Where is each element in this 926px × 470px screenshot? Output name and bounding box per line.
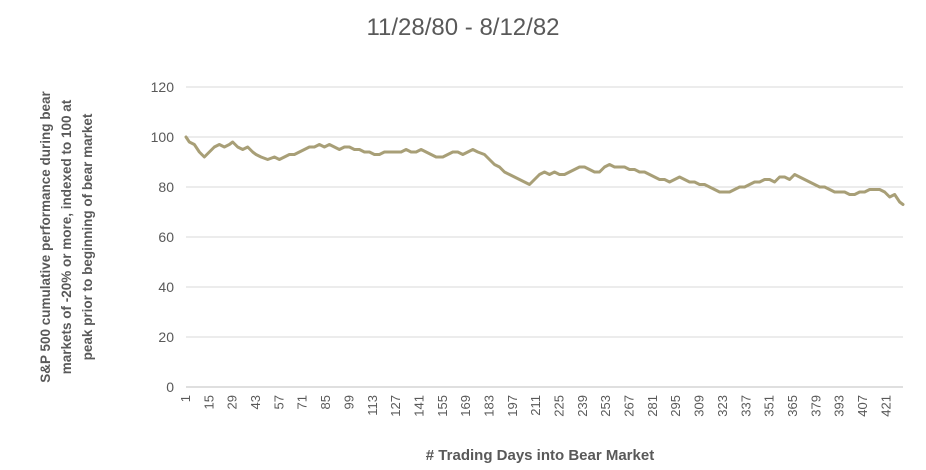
x-tick-label: 225: [552, 395, 567, 417]
x-tick-label: 309: [692, 395, 707, 417]
x-tick-label: 295: [668, 395, 683, 417]
x-tick-label: 337: [738, 395, 753, 417]
x-axis-label: # Trading Days into Bear Market: [426, 447, 654, 464]
series-line-0: [184, 135, 905, 206]
y-tick-label: 40: [158, 279, 174, 295]
x-tick-label: 127: [388, 395, 403, 417]
y-axis-ticks: 0 20 40 60 80 100 120: [151, 79, 175, 395]
x-tick-label: 323: [715, 395, 730, 417]
x-tick-label: 281: [645, 395, 660, 417]
x-tick-label: 113: [365, 395, 380, 416]
x-tick-label: 421: [878, 395, 893, 417]
x-tick-label: 253: [598, 395, 613, 417]
x-tick-label: 407: [855, 395, 870, 417]
chart-title: 11/28/80 - 8/12/82: [366, 14, 560, 41]
x-tick-label: 155: [435, 395, 450, 417]
y-axis-label: S&P 500 cumulative performance during be…: [38, 90, 95, 382]
x-tick-label: 15: [201, 395, 216, 409]
x-tick-label: 267: [622, 395, 637, 417]
x-tick-label: 379: [808, 395, 823, 417]
x-tick-label: 197: [505, 395, 520, 417]
y-axis-label-line: peak prior to beginning of bear market: [80, 113, 95, 360]
series-layer: [184, 135, 905, 206]
y-tick-label: 60: [158, 229, 174, 245]
x-tick-label: 57: [271, 395, 286, 409]
x-tick-label: 365: [785, 395, 800, 417]
x-tick-label: 43: [248, 395, 263, 409]
x-tick-label: 183: [481, 395, 496, 417]
y-tick-label: 120: [151, 79, 175, 95]
y-tick-label: 80: [158, 179, 174, 195]
x-tick-label: 71: [295, 395, 310, 409]
y-axis-label-line: markets of -20% or more, indexed to 100 …: [59, 99, 74, 374]
y-tick-label: 20: [158, 329, 174, 345]
x-tick-label: 169: [458, 395, 473, 417]
y-axis-label-line: S&P 500 cumulative performance during be…: [38, 90, 53, 382]
y-tick-label: 100: [151, 129, 175, 145]
gridlines: [186, 86, 903, 338]
x-tick-label: 211: [528, 395, 543, 416]
x-tick-label: 141: [411, 395, 426, 417]
x-tick-label: 351: [762, 395, 777, 417]
x-tick-label: 1: [178, 395, 193, 402]
y-tick-label: 0: [166, 379, 174, 395]
x-tick-label: 99: [341, 395, 356, 409]
x-tick-label: 29: [225, 395, 240, 409]
x-tick-label: 239: [575, 395, 590, 417]
x-tick-label: 85: [318, 395, 333, 409]
x-axis-ticks: 1 15 29 43 57 71 85 99 113 127 141 155 169 183 197 211 2…: [178, 395, 893, 417]
x-tick-label: 393: [832, 395, 847, 417]
